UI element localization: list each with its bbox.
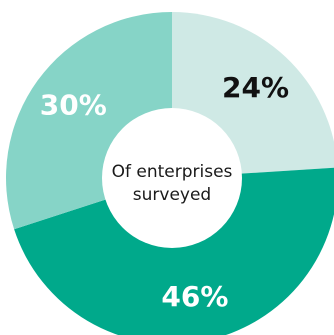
donut-hole	[102, 108, 242, 248]
slice-value-label-2: 46%	[161, 280, 228, 313]
donut-slice-2	[14, 167, 334, 335]
slice-value-label-3: 30%	[40, 88, 107, 121]
center-text-line-2: surveyed	[133, 185, 211, 205]
labels-group: 24% 46% 30%	[40, 71, 289, 313]
slice-value-label-1: 24%	[222, 71, 289, 104]
center-text-line-1: Of enterprises	[112, 162, 233, 182]
